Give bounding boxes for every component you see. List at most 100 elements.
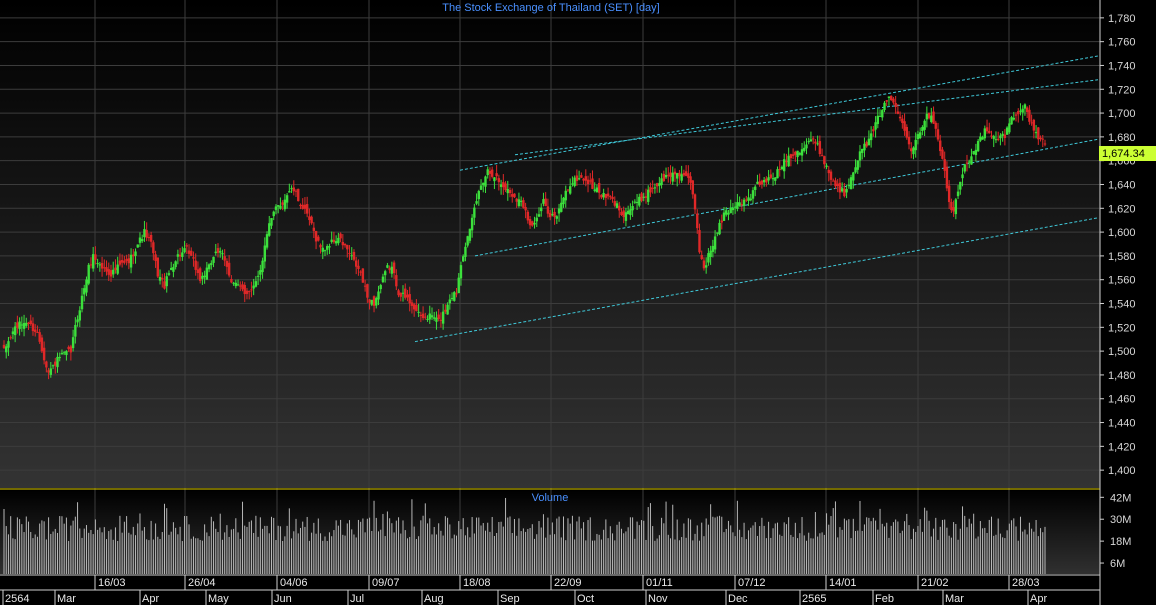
candle-body-285 bbox=[638, 196, 641, 206]
candle-269 bbox=[602, 188, 605, 200]
candle-404 bbox=[903, 113, 906, 136]
candle-183 bbox=[410, 299, 414, 314]
candle-body-463 bbox=[1034, 132, 1038, 134]
candle-body-236 bbox=[528, 219, 532, 226]
candle-body-146 bbox=[328, 246, 331, 248]
candle-body-145 bbox=[326, 246, 329, 250]
candle-body-388 bbox=[867, 138, 871, 146]
candle-345 bbox=[771, 172, 775, 186]
candle-body-408 bbox=[912, 147, 915, 155]
candle-body-241 bbox=[540, 207, 543, 212]
candle-139 bbox=[312, 222, 316, 238]
candle-272 bbox=[609, 195, 612, 200]
candle-456 bbox=[1019, 103, 1022, 116]
candle-body-250 bbox=[560, 202, 563, 212]
candle-335 bbox=[749, 193, 752, 202]
candle-109 bbox=[245, 287, 249, 300]
trend-channel-line-2 bbox=[474, 138, 1099, 257]
candle-262 bbox=[586, 175, 590, 193]
candle-body-409 bbox=[914, 139, 917, 151]
date-label-5: 22/09 bbox=[554, 577, 582, 589]
candle-132 bbox=[297, 188, 300, 202]
candle-236 bbox=[528, 216, 532, 229]
candle-67 bbox=[152, 240, 155, 261]
candle-body-94 bbox=[212, 256, 215, 263]
candle-434 bbox=[970, 148, 973, 165]
candle-body-367 bbox=[820, 155, 824, 157]
candle-234 bbox=[524, 202, 527, 219]
candle-333 bbox=[745, 195, 748, 203]
candle-21 bbox=[49, 361, 53, 378]
candle-268 bbox=[600, 194, 603, 200]
candle-31 bbox=[71, 329, 75, 352]
candle-body-401 bbox=[896, 111, 900, 114]
candle-body-30 bbox=[69, 346, 73, 353]
candle-body-216 bbox=[484, 176, 487, 187]
candle-462 bbox=[1032, 118, 1036, 139]
candle-body-51 bbox=[116, 264, 119, 274]
candle-106 bbox=[239, 281, 242, 292]
candle-186 bbox=[417, 303, 420, 318]
month-label-6: Aug bbox=[424, 593, 444, 605]
candle-87 bbox=[196, 261, 200, 280]
candle-body-211 bbox=[473, 207, 476, 218]
candle-body-361 bbox=[807, 141, 810, 143]
price-tick-label-0: 1,400 bbox=[1108, 465, 1136, 477]
candle-383 bbox=[856, 160, 859, 174]
candle-301 bbox=[673, 168, 677, 182]
candle-body-402 bbox=[898, 116, 902, 119]
candle-body-170 bbox=[381, 276, 385, 283]
candle-88 bbox=[198, 266, 202, 284]
candle-216 bbox=[484, 175, 487, 194]
month-label-4: Jun bbox=[274, 593, 292, 605]
candle-43 bbox=[98, 261, 102, 272]
candle-body-366 bbox=[818, 141, 822, 155]
candle-body-229 bbox=[513, 193, 516, 198]
candle-98 bbox=[221, 249, 224, 260]
candle-body-340 bbox=[760, 180, 764, 185]
candle-body-454 bbox=[1014, 114, 1018, 116]
candle-body-191 bbox=[428, 313, 431, 320]
candle-body-81 bbox=[183, 248, 186, 253]
candle-302 bbox=[675, 172, 679, 187]
candle-body-336 bbox=[751, 190, 755, 199]
candle-202 bbox=[453, 291, 456, 302]
candle-body-194 bbox=[435, 317, 438, 322]
candle-228 bbox=[511, 188, 514, 203]
candle-416 bbox=[930, 107, 933, 124]
candle-body-33 bbox=[76, 319, 79, 323]
price-tick-label-17: 1,740 bbox=[1108, 60, 1136, 72]
candle-111 bbox=[250, 281, 253, 298]
price-tick-label-15: 1,700 bbox=[1108, 108, 1136, 120]
candle-270 bbox=[604, 193, 608, 206]
candle-149 bbox=[334, 235, 338, 246]
candle-body-376 bbox=[840, 188, 844, 192]
candle-body-161 bbox=[361, 268, 365, 283]
candle-body-113 bbox=[254, 281, 258, 287]
candle-body-391 bbox=[874, 122, 877, 130]
candle-402 bbox=[898, 111, 902, 122]
candle-body-220 bbox=[493, 177, 496, 182]
candle-300 bbox=[671, 166, 674, 186]
candle-231 bbox=[517, 192, 521, 208]
candle-410 bbox=[916, 130, 920, 145]
candle-393 bbox=[878, 109, 882, 117]
month-label-11: 2565 bbox=[802, 593, 826, 605]
candle-14 bbox=[34, 324, 37, 337]
candle-423 bbox=[945, 161, 949, 192]
candle-body-358 bbox=[800, 149, 804, 156]
candle-96 bbox=[216, 243, 220, 258]
candle-body-105 bbox=[236, 284, 240, 286]
month-label-8: Oct bbox=[577, 593, 594, 605]
candle-body-79 bbox=[178, 254, 182, 257]
candle-108 bbox=[243, 282, 246, 303]
candle-body-435 bbox=[972, 151, 975, 155]
candle-body-205 bbox=[459, 265, 463, 279]
candle-body-322 bbox=[720, 220, 723, 223]
candle-body-275 bbox=[615, 203, 619, 208]
candle-169 bbox=[379, 283, 382, 294]
candle-107 bbox=[241, 281, 244, 292]
candle-body-300 bbox=[671, 172, 674, 182]
candle-454 bbox=[1014, 112, 1018, 122]
candle-body-102 bbox=[230, 279, 233, 283]
